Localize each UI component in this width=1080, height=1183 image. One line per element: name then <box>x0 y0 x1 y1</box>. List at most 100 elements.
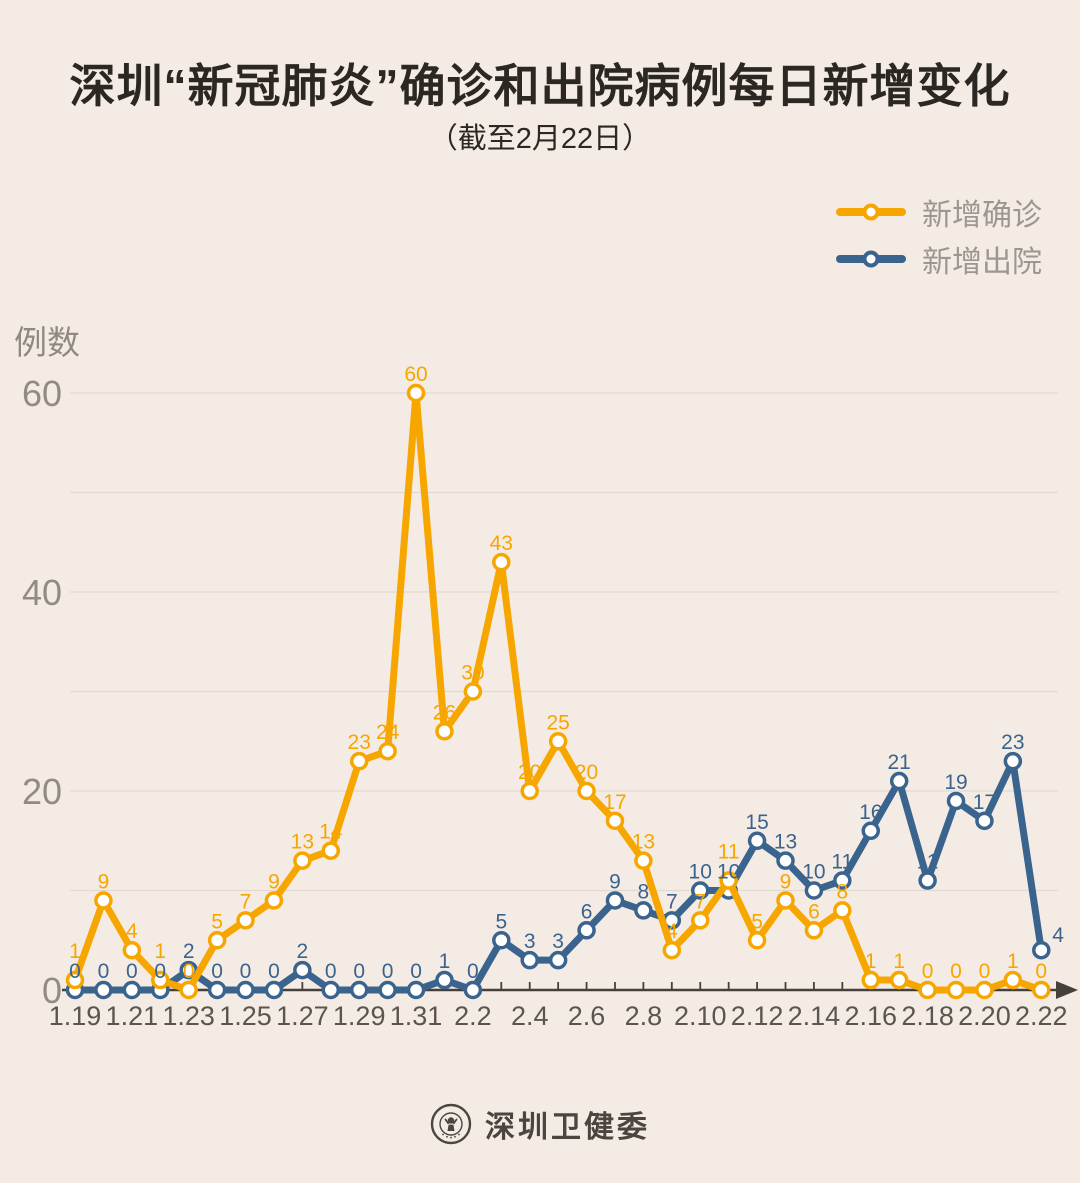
discharged-data-label: 4 <box>1052 924 1064 947</box>
x-tick-label: 2.4 <box>511 1001 549 1031</box>
page-subtitle: （截至2月22日） <box>428 123 652 155</box>
discharged-data-label: 1 <box>439 950 451 973</box>
discharged-data-label: 0 <box>268 960 280 983</box>
x-tick-label: 1.25 <box>219 1001 272 1031</box>
data-point-marker <box>264 891 284 910</box>
data-point-marker <box>520 781 539 801</box>
data-point-marker <box>747 931 767 950</box>
confirmed-data-label: 1 <box>154 940 166 963</box>
data-point-marker <box>719 871 738 890</box>
data-point-marker <box>690 881 710 900</box>
confirmed-data-label: 0 <box>1035 960 1047 983</box>
discharged-data-label: 11 <box>917 851 939 874</box>
discharged-data-label: 6 <box>581 900 593 923</box>
data-point-marker <box>889 970 909 990</box>
discharged-data-label: 0 <box>467 960 479 983</box>
data-point-marker <box>293 960 312 980</box>
legend-label-discharged: 新增出院 <box>922 246 1042 279</box>
data-point-marker <box>918 871 937 890</box>
data-point-marker <box>861 821 881 841</box>
data-point-marker <box>207 931 227 950</box>
confirmed-data-label: 26 <box>433 701 456 724</box>
discharged-data-label: 5 <box>495 910 507 933</box>
data-point-marker <box>946 980 966 1000</box>
confirmed-data-label: 1 <box>1007 950 1019 973</box>
confirmed-data-label: 30 <box>461 662 484 685</box>
discharged-data-label: 10 <box>717 861 740 884</box>
data-point-marker <box>122 980 142 1000</box>
data-point-marker <box>122 940 142 960</box>
shenzhen-health-commission-logo-icon <box>430 1103 472 1145</box>
x-tick-label: 2.22 <box>1015 1001 1068 1031</box>
confirmed-data-label: 6 <box>808 900 820 923</box>
data-point-marker <box>975 980 994 1000</box>
confirmed-data-label: 0 <box>183 960 195 983</box>
confirmed-data-label: 0 <box>950 960 962 983</box>
legend: 新增确诊 新增出院 <box>836 197 1042 279</box>
data-point-marker <box>378 980 397 1000</box>
x-tick-label: 2.14 <box>788 1001 841 1031</box>
discharged-data-label: 8 <box>638 880 650 903</box>
x-tick-label: 1.19 <box>49 1001 102 1031</box>
confirmed-data-label: 25 <box>546 711 569 734</box>
footer-brand: 深圳卫健委 <box>0 1102 1080 1146</box>
y-tick-label: 20 <box>22 771 62 812</box>
confirmed-marker-icon <box>862 203 880 221</box>
page-title: 深圳“新冠肺炎”确诊和出院病例每日新增变化 <box>69 60 1011 112</box>
confirmed-data-label: 9 <box>780 870 792 893</box>
discharged-data-label: 10 <box>802 861 825 884</box>
data-point-marker <box>662 940 682 960</box>
data-point-marker <box>634 851 653 870</box>
data-point-marker <box>776 851 795 870</box>
x-tick-label: 1.27 <box>276 1001 329 1031</box>
data-point-marker <box>548 950 568 970</box>
x-tick-label: 2.6 <box>568 1001 606 1031</box>
discharged-data-label: 2 <box>183 940 195 963</box>
data-point-marker <box>179 980 198 1000</box>
confirmed-data-label: 5 <box>211 910 223 933</box>
discharged-data-label: 21 <box>888 751 911 774</box>
x-tick-label: 2.10 <box>674 1001 727 1031</box>
data-point-marker <box>776 891 795 910</box>
data-point-marker <box>833 871 852 890</box>
discharged-data-label: 15 <box>745 811 768 834</box>
discharged-data-label: 23 <box>1001 731 1024 754</box>
discharged-data-label: 16 <box>859 801 882 824</box>
data-point-marker <box>690 911 710 930</box>
discharged-data-label: 0 <box>240 960 252 983</box>
data-point-marker <box>975 811 994 831</box>
legend-label-confirmed: 新增确诊 <box>922 199 1042 232</box>
discharged-data-label: 3 <box>552 930 564 953</box>
data-point-marker <box>349 751 369 771</box>
data-point-marker <box>804 881 824 900</box>
confirmed-data-label: 13 <box>632 831 655 854</box>
discharged-data-label: 17 <box>973 791 996 814</box>
confirmed-data-label: 8 <box>836 880 848 903</box>
data-point-marker <box>378 741 397 761</box>
data-point-marker <box>634 901 653 920</box>
discharged-data-label: 10 <box>689 861 712 884</box>
x-tick-label: 1.31 <box>390 1001 443 1031</box>
data-point-marker <box>435 970 454 990</box>
confirmed-data-label: 1 <box>865 950 877 973</box>
x-axis-arrow-icon <box>1056 981 1078 999</box>
confirmed-data-label: 7 <box>694 890 706 913</box>
confirmed-data-label: 4 <box>126 920 138 943</box>
x-tick-label: 2.20 <box>958 1001 1011 1031</box>
confirmed-data-label: 4 <box>666 920 678 943</box>
data-point-marker <box>321 980 341 1000</box>
confirmed-data-label: 7 <box>240 890 252 913</box>
legend-item-discharged: 新增出院 <box>836 244 1042 279</box>
discharged-data-label: 0 <box>211 960 223 983</box>
y-tick-label: 40 <box>22 572 62 613</box>
data-point-marker <box>207 980 227 1000</box>
data-point-marker <box>577 781 596 801</box>
discharged-marker-icon <box>862 250 880 268</box>
x-tick-label: 2.8 <box>625 1001 663 1031</box>
discharged-data-label: 11 <box>831 851 853 874</box>
data-point-marker <box>747 831 767 850</box>
confirmed-data-label: 1 <box>69 940 81 963</box>
discharged-data-label: 2 <box>297 940 309 963</box>
discharged-data-label: 0 <box>126 960 138 983</box>
